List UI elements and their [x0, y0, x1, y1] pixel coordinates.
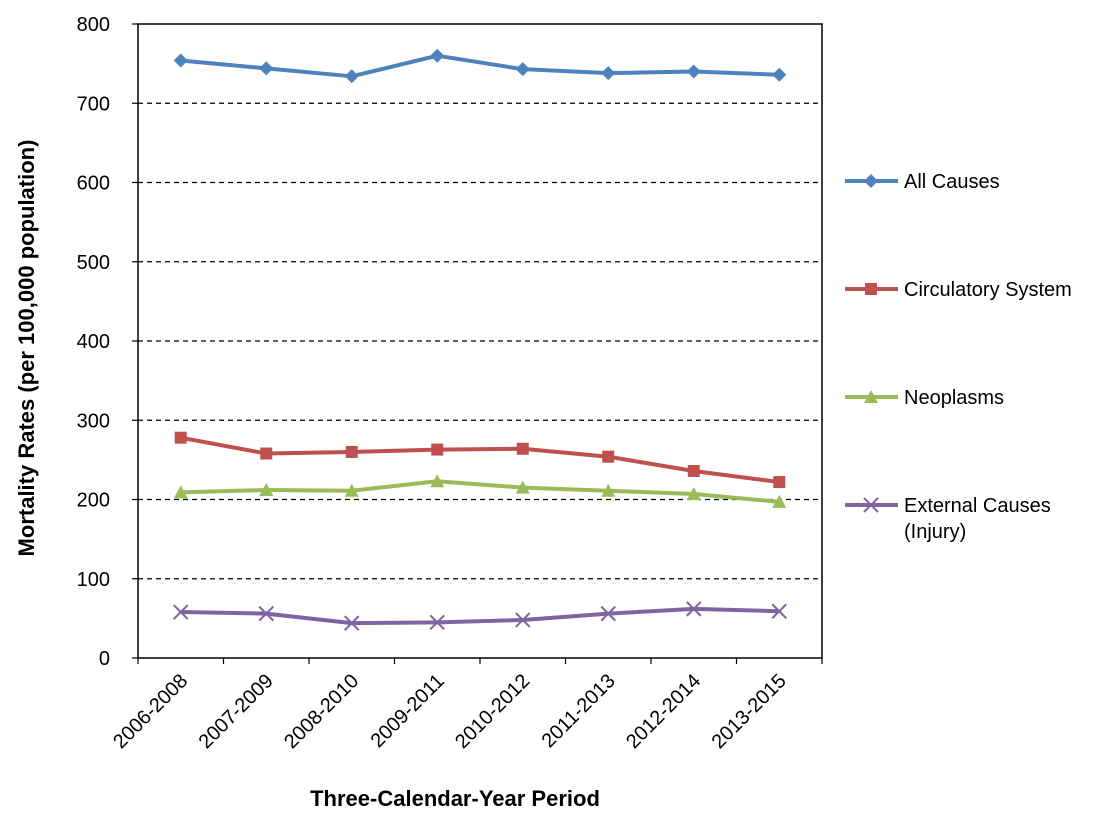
series-external-causes-injury [173, 601, 787, 631]
data-point [601, 483, 616, 497]
data-point [602, 450, 615, 463]
y-axis: 0 100 200 300 400 500 600 700 800 [77, 14, 138, 670]
marker-stroke [173, 604, 189, 620]
series-all-causes [173, 48, 787, 84]
legend-label: All Causes [904, 171, 1000, 193]
data-point [430, 474, 445, 488]
x-tick-label: 2007-2009 [195, 670, 278, 753]
marker-stroke [863, 497, 879, 513]
data-point [431, 443, 444, 456]
y-axis-title: Mortality Rates (per 100,000 population) [14, 140, 39, 557]
data-point [864, 174, 878, 188]
x-tick-label: 2012-2014 [622, 670, 705, 753]
marker-stroke [686, 601, 702, 617]
data-point [515, 612, 531, 628]
data-point [174, 431, 187, 444]
gridlines [138, 102, 822, 580]
data-point [173, 604, 189, 620]
series-line [180, 435, 780, 485]
x-axis: 2006-2008 2007-2009 2008-2010 2009-2011 2010… [109, 658, 823, 753]
data-point [773, 476, 786, 489]
data-point [173, 53, 188, 68]
x-tick-label: 2006-2008 [109, 670, 192, 753]
y-tick-label: 700 [77, 93, 110, 115]
y-tick-label: 100 [77, 569, 110, 591]
series-group [173, 48, 787, 631]
x-tick-label: 2013-2015 [708, 670, 791, 753]
y-tick-label: 500 [77, 252, 110, 274]
data-point [686, 64, 701, 79]
data-point [771, 603, 787, 619]
y-tick-label: 600 [77, 173, 110, 195]
data-point [259, 482, 274, 496]
data-point [344, 615, 360, 631]
x-tick-label: 2008-2010 [280, 670, 363, 753]
series-line [180, 606, 780, 626]
x-axis-title: Three-Calendar-Year Period [310, 786, 600, 811]
x-tick-label: 2011-2013 [538, 670, 620, 752]
legend-label: Circulatory System [904, 279, 1072, 301]
legend-item: Neoplasms [845, 387, 1004, 409]
y-tick-label: 300 [77, 410, 110, 432]
data-point [345, 445, 358, 458]
data-point [173, 485, 188, 499]
legend-label: (Injury) [904, 521, 966, 543]
data-point [687, 464, 700, 477]
data-point [430, 48, 445, 63]
data-point [686, 601, 702, 617]
legend: All Causes Circulatory System Neoplasms Ext… [845, 171, 1072, 543]
y-tick-label: 0 [99, 648, 110, 670]
y-tick-label: 400 [77, 331, 110, 353]
x-tick-label: 2009-2011 [367, 670, 449, 752]
data-point [344, 69, 359, 84]
marker-stroke [429, 614, 445, 631]
y-tick-label: 800 [77, 14, 110, 36]
marker-stroke [515, 612, 531, 628]
data-point [600, 605, 616, 622]
y-tick-label: 200 [77, 490, 110, 512]
data-point [772, 494, 787, 508]
series-line [180, 479, 780, 504]
legend-item: All Causes [845, 171, 1000, 193]
marker-stroke [771, 603, 787, 619]
data-point [863, 497, 879, 513]
legend-label: External Causes [904, 495, 1051, 517]
data-point [601, 66, 616, 81]
data-point [259, 61, 274, 76]
data-point [515, 480, 530, 494]
data-point [344, 483, 359, 497]
x-tick-label: 2010-2012 [451, 670, 534, 753]
data-point [772, 67, 787, 82]
data-point [515, 62, 530, 77]
legend-item: Circulatory System [845, 279, 1072, 301]
marker-stroke [258, 605, 274, 622]
data-point [516, 442, 529, 455]
marker-stroke [600, 605, 616, 622]
data-point [865, 283, 877, 295]
data-point [686, 486, 701, 500]
marker-stroke [344, 615, 360, 631]
legend-label: Neoplasms [904, 387, 1004, 409]
data-point [258, 605, 274, 622]
data-point [429, 614, 445, 631]
legend-item: External Causes (Injury) [845, 495, 1051, 543]
series-circulatory-system [174, 431, 786, 489]
series-line [180, 53, 780, 79]
series-neoplasms [173, 474, 787, 508]
data-point [260, 447, 273, 460]
data-point [864, 390, 878, 403]
